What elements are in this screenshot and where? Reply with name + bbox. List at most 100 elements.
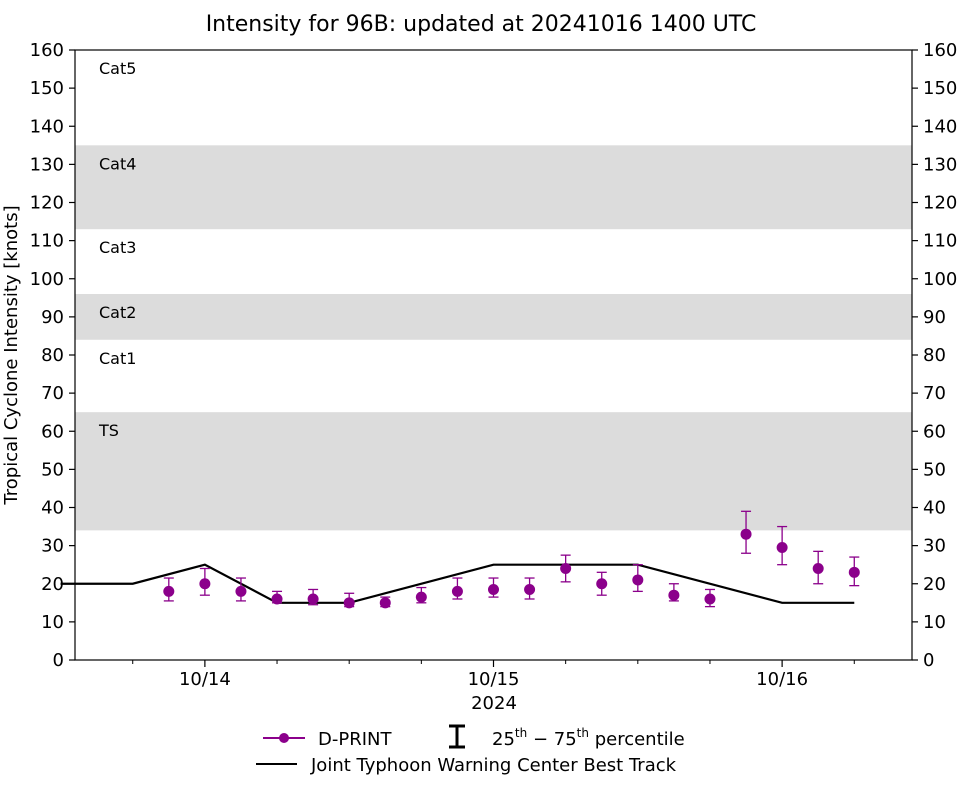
legend: D-PRINT 25th − 75th percentile Joint Typ… — [256, 724, 685, 776]
category-label-cat1: Cat1 — [99, 349, 136, 368]
category-label-cat2: Cat2 — [99, 303, 136, 322]
y-tick-label-right: 0 — [923, 650, 934, 671]
y-tick-label-right: 150 — [923, 78, 957, 99]
category-label-ts: TS — [98, 421, 119, 440]
dprint-marker — [379, 597, 391, 609]
dprint-marker — [451, 585, 463, 597]
y-tick-label-left: 50 — [41, 459, 64, 480]
category-label-cat4: Cat4 — [99, 154, 136, 173]
y-tick-label-left: 130 — [30, 154, 64, 175]
dprint-point — [812, 550, 824, 585]
dprint-point — [199, 567, 211, 596]
dprint-point — [524, 577, 536, 600]
y-tick-label-right: 50 — [923, 459, 946, 480]
y-tick-label-left: 0 — [53, 650, 64, 671]
dprint-point — [163, 577, 175, 602]
category-band-cat2 — [75, 294, 912, 340]
y-tick-label-right: 110 — [923, 231, 957, 252]
dprint-marker — [632, 574, 644, 586]
y-tick-label-right: 130 — [923, 154, 957, 175]
y-tick-label-left: 30 — [41, 536, 64, 557]
dprint-marker — [199, 578, 211, 590]
y-tick-label-left: 90 — [41, 307, 64, 328]
y-tick-label-left: 70 — [41, 383, 64, 404]
dprint-point — [668, 583, 680, 602]
y-tick-label-left: 110 — [30, 231, 64, 252]
y-axis-right: 0 10 20 30 40 50 60 70 80 90 100 110 120 130 140 150 160 — [912, 40, 957, 671]
y-tick-label-right: 80 — [923, 345, 946, 366]
category-label-cat5: Cat5 — [99, 59, 136, 78]
legend-dprint-label: D-PRINT — [318, 729, 392, 750]
dprint-point — [343, 592, 355, 609]
dprint-marker — [488, 583, 499, 595]
dprint-point — [632, 564, 644, 593]
dprint-marker — [812, 563, 824, 574]
category-bands — [75, 145, 912, 531]
y-tick-label-right: 160 — [923, 40, 957, 61]
y-tick-label-left: 40 — [41, 498, 64, 519]
y-tick-label-left: 10 — [41, 612, 64, 633]
dprint-point — [848, 556, 860, 587]
dprint-point — [415, 586, 427, 604]
y-tick-label-right: 10 — [923, 612, 946, 633]
dprint-point — [235, 577, 247, 602]
y-tick-label-left: 150 — [30, 78, 64, 99]
category-band-cat4 — [75, 145, 912, 230]
y-tick-label-right: 70 — [923, 383, 946, 404]
y-axis-label: Tropical Cyclone Intensity [knots] — [1, 205, 22, 505]
y-tick-label-right: 100 — [923, 269, 957, 290]
category-labels: TS Cat1 Cat2 Cat3 Cat4 Cat5 — [98, 59, 136, 440]
y-tick-label-left: 80 — [41, 345, 64, 366]
y-tick-label-right: 30 — [923, 536, 946, 557]
dprint-marker — [524, 583, 536, 595]
legend-errorbar-icon — [449, 724, 465, 749]
dprint-point — [740, 510, 752, 554]
y-tick-label-left: 100 — [30, 269, 64, 290]
dprint-point — [379, 596, 391, 609]
dprint-marker — [596, 578, 608, 590]
y-tick-label-right: 140 — [923, 116, 957, 137]
y-axis-left: 0 10 20 30 40 50 60 70 80 90 100 110 120 130 140 150 160 — [30, 40, 75, 671]
dprint-point — [307, 588, 319, 606]
dprint-marker — [163, 585, 175, 597]
dprint-marker — [848, 566, 860, 578]
x-axis-year-label: 2024 — [471, 693, 517, 714]
y-tick-label-right: 20 — [923, 574, 946, 595]
legend-dprint-marker — [279, 733, 289, 743]
dprint-marker — [776, 542, 788, 554]
dprint-marker — [740, 528, 752, 540]
dprint-marker — [415, 591, 427, 603]
dprint-marker — [235, 585, 247, 597]
legend-besttrack-label: Joint Typhoon Warning Center Best Track — [310, 755, 677, 776]
dprint-marker — [271, 593, 283, 605]
dprint-point — [596, 571, 608, 596]
x-axis: 10/14 10/15 10/16 — [132, 660, 855, 690]
category-label-cat3: Cat3 — [99, 238, 136, 257]
dprint-point — [488, 577, 499, 598]
y-tick-label-left: 60 — [41, 421, 64, 442]
dprint-point — [451, 577, 463, 600]
x-tick-label: 10/14 — [179, 669, 231, 690]
dprint-point — [560, 554, 572, 583]
dprint-point — [704, 588, 716, 608]
y-tick-label-right: 40 — [923, 498, 946, 519]
x-tick-label: 10/15 — [468, 669, 520, 690]
dprint-marker — [343, 597, 355, 609]
y-tick-label-left: 20 — [41, 574, 64, 595]
y-tick-label-left: 140 — [30, 116, 64, 137]
dprint-marker — [307, 593, 319, 605]
y-tick-label-right: 90 — [923, 307, 946, 328]
y-tick-label-left: 120 — [30, 193, 64, 214]
x-tick-label: 10/16 — [756, 669, 808, 690]
dprint-marker — [560, 563, 572, 574]
y-tick-label-right: 120 — [923, 193, 957, 214]
category-band-ts — [75, 412, 912, 531]
y-tick-label-left: 160 — [30, 40, 64, 61]
dprint-point — [776, 525, 788, 566]
dprint-marker — [668, 589, 680, 601]
y-tick-label-right: 60 — [923, 421, 946, 442]
legend-percentile-label: 25th − 75th percentile — [492, 726, 685, 750]
dprint-marker — [704, 593, 716, 605]
chart-title: Intensity for 96B: updated at 20241016 1… — [206, 12, 757, 37]
